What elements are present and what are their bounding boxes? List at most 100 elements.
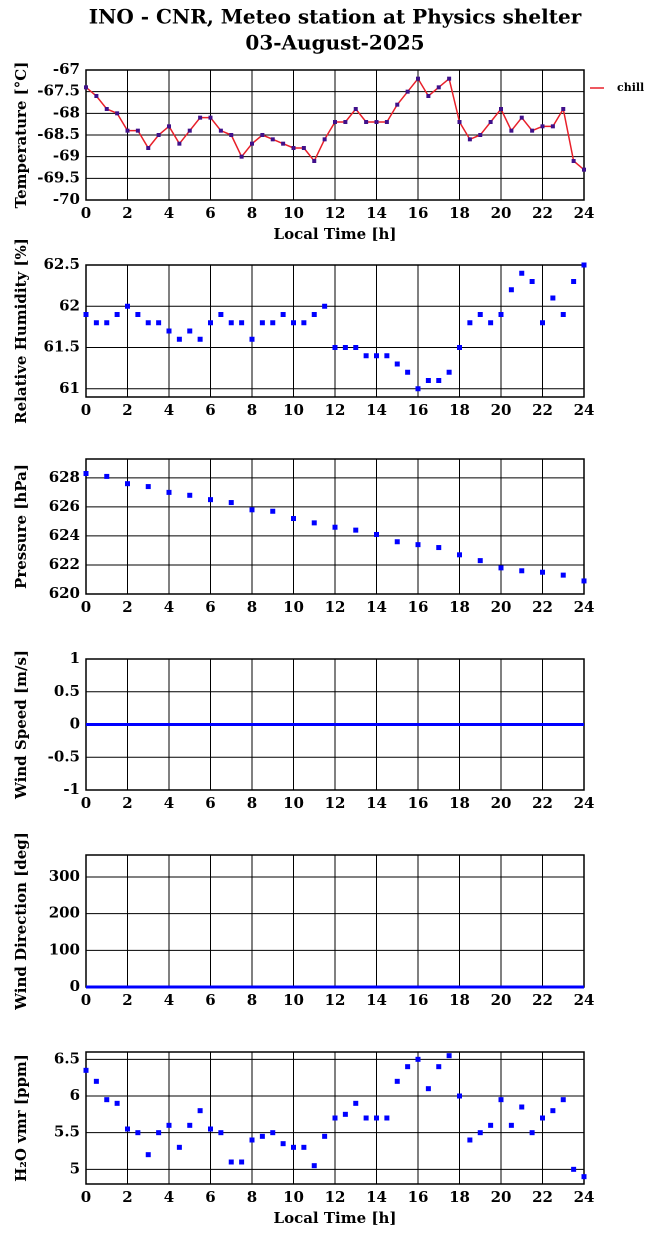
data-point (488, 120, 493, 124)
data-point (457, 120, 462, 124)
data-point (498, 312, 504, 317)
x-tick-label: 6 (205, 598, 215, 616)
legend-label: chill (617, 81, 644, 94)
data-point (394, 361, 400, 367)
x-tick-label: 24 (574, 794, 595, 812)
x-tick-label: 12 (325, 794, 346, 812)
data-point (498, 1097, 504, 1103)
x-tick-label: 14 (366, 794, 387, 812)
x-tick-label: 0 (81, 991, 91, 1009)
x-axis-label: Local Time [h] (274, 1209, 397, 1227)
data-point (125, 303, 130, 309)
data-point (94, 94, 99, 98)
data-point (581, 262, 587, 268)
x-tick-label: 18 (449, 401, 470, 419)
x-tick-label: 24 (574, 598, 595, 616)
data-point (156, 320, 162, 326)
x-tick-label: 8 (247, 794, 257, 812)
x-tick-label: 20 (491, 991, 512, 1009)
data-point (477, 1130, 483, 1136)
x-tick-label: 20 (491, 598, 512, 616)
data-point (561, 107, 566, 111)
data-point (93, 1078, 99, 1084)
data-point (540, 569, 545, 575)
data-point (156, 133, 161, 137)
x-tick-label: 0 (81, 598, 91, 616)
data-point (239, 320, 245, 326)
data-point (280, 1141, 286, 1147)
data-point (125, 128, 130, 133)
x-tick-label: 4 (164, 1188, 174, 1206)
data-point (343, 120, 348, 124)
data-point (571, 1166, 577, 1172)
y-tick-label: 62.5 (43, 255, 80, 273)
y-tick-label: 620 (49, 584, 80, 602)
x-tick-label: 8 (247, 204, 257, 222)
y-tick-label: 5.5 (54, 1123, 80, 1141)
data-point (457, 345, 462, 350)
x-tick-label: 18 (449, 204, 470, 222)
data-point (384, 353, 390, 359)
x-tick-label: 14 (366, 991, 387, 1009)
x-tick-label: 0 (81, 1188, 91, 1206)
data-point (457, 552, 462, 558)
y-tick-label: 100 (49, 940, 80, 958)
data-point (115, 111, 120, 116)
data-point (446, 1053, 452, 1059)
data-point (436, 1064, 442, 1070)
x-tick-label: 10 (283, 1188, 304, 1206)
y-axis-label: Wind Speed [m/s] (12, 650, 30, 800)
x-tick-label: 10 (283, 204, 304, 222)
data-point (560, 572, 566, 578)
data-point (83, 471, 89, 477)
data-point (405, 369, 411, 375)
y-axis-label: Temperature [°C] (12, 62, 30, 209)
data-point (249, 336, 255, 342)
x-tick-label: 6 (205, 1188, 215, 1206)
x-tick-label: 0 (81, 204, 91, 222)
data-point (550, 124, 555, 129)
x-tick-label: 14 (366, 598, 387, 616)
x-tick-label: 22 (532, 794, 553, 812)
x-tick-label: 22 (532, 1188, 553, 1206)
y-tick-label: 0.5 (54, 682, 80, 700)
data-point (332, 1115, 338, 1121)
data-point (177, 141, 182, 146)
data-point (322, 303, 328, 309)
data-point (311, 520, 317, 526)
plot-frame (85, 69, 585, 201)
x-tick-label: 18 (449, 1188, 470, 1206)
data-point (332, 345, 338, 350)
x-tick-label: 8 (247, 598, 257, 616)
y-axis-label: Pressure [hPa] (12, 464, 30, 589)
x-tick-label: 12 (325, 1188, 346, 1206)
y-tick-label: 628 (49, 468, 80, 486)
data-point (467, 137, 472, 142)
x-tick-label: 4 (164, 401, 174, 419)
data-point (415, 1056, 421, 1062)
data-point (208, 320, 213, 326)
x-tick-label: 4 (164, 794, 174, 812)
x-tick-label: 10 (283, 401, 304, 419)
data-point (104, 320, 110, 326)
data-point (83, 1067, 89, 1073)
data-point (312, 159, 317, 163)
x-tick-label: 8 (247, 401, 257, 419)
data-point (529, 1130, 535, 1136)
data-point (581, 578, 587, 584)
chart-subtitle: 03-August-2025 (245, 31, 424, 55)
data-point (488, 1122, 494, 1128)
x-tick-label: 6 (205, 991, 215, 1009)
data-point (145, 1152, 151, 1158)
data-point (93, 320, 99, 326)
data-point (395, 102, 400, 107)
data-point (239, 1159, 245, 1165)
data-point (394, 1078, 400, 1084)
data-point (270, 320, 276, 326)
data-point (374, 531, 379, 537)
x-tick-label: 18 (449, 991, 470, 1009)
data-point (104, 107, 109, 111)
data-point (250, 141, 254, 146)
plot-frame (85, 1051, 585, 1185)
x-tick-label: 20 (491, 1188, 512, 1206)
